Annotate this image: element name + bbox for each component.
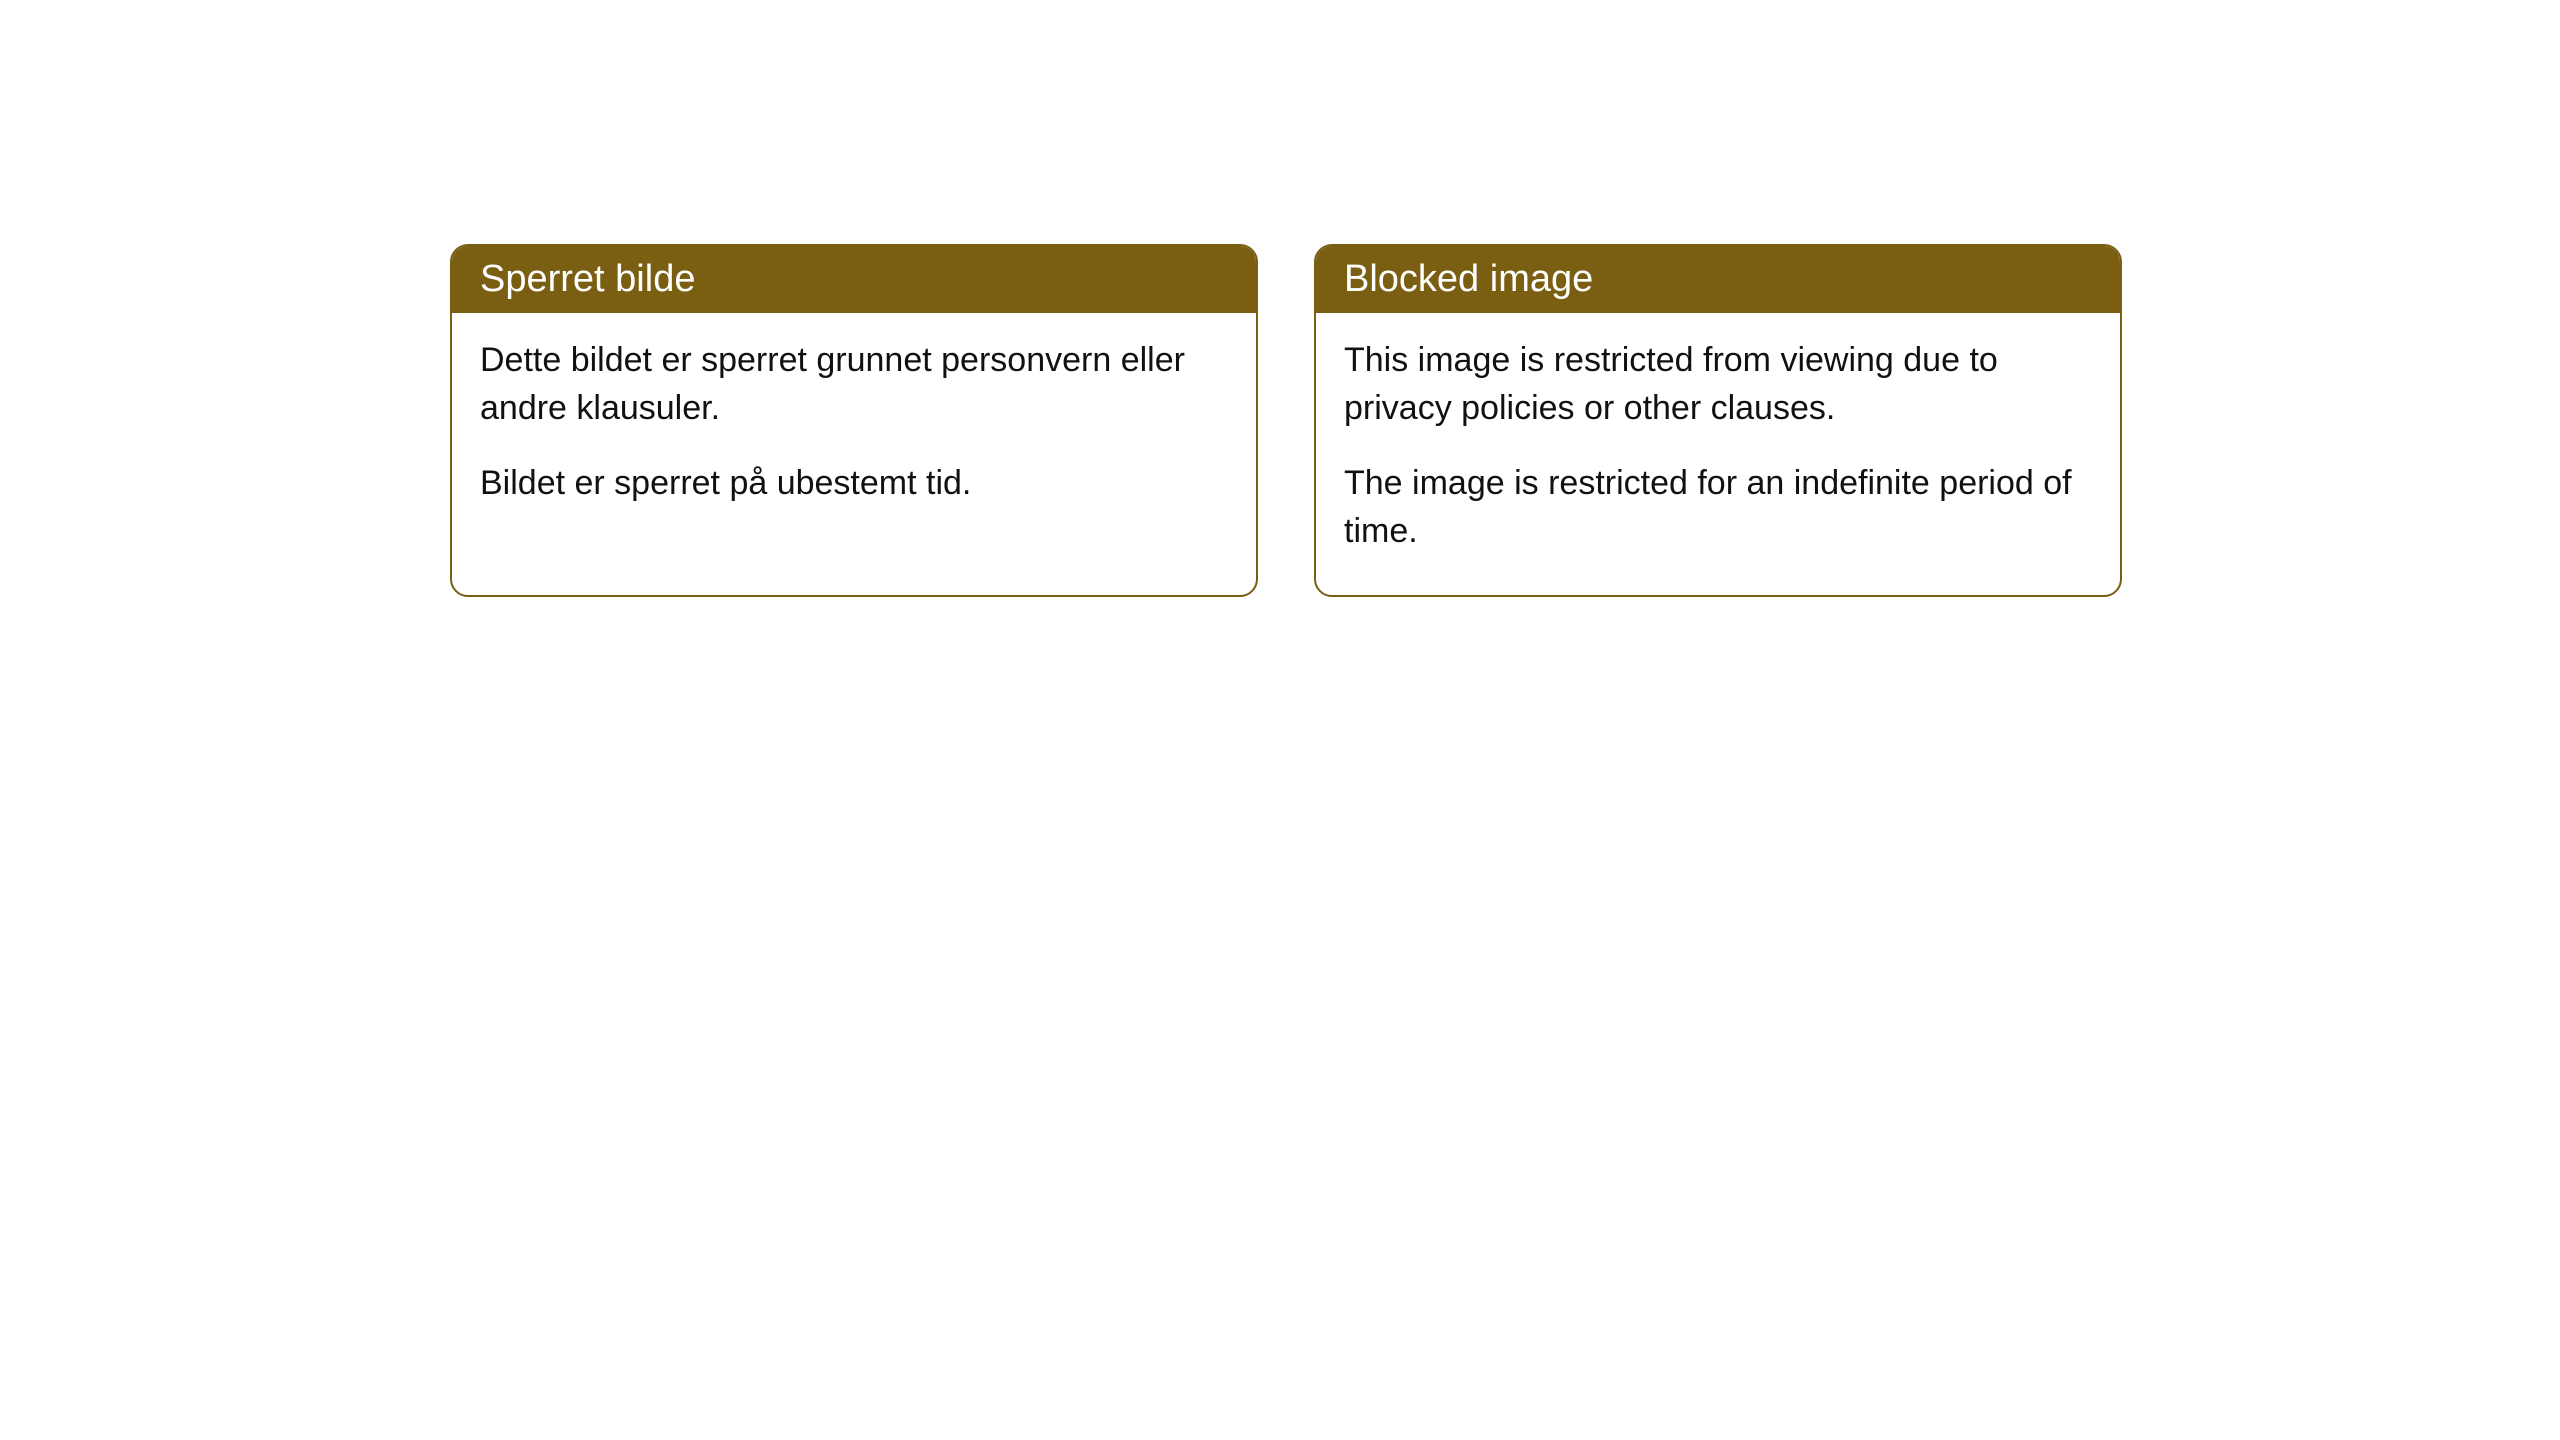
card-title: Blocked image [1344,258,1593,300]
blocked-image-card-english: Blocked image This image is restricted f… [1314,244,2122,597]
card-paragraph: Dette bildet er sperret grunnet personve… [480,337,1228,432]
card-title: Sperret bilde [480,258,695,300]
card-paragraph: This image is restricted from viewing du… [1344,337,2092,432]
card-paragraph: Bildet er sperret på ubestemt tid. [480,460,1228,508]
card-paragraph: The image is restricted for an indefinit… [1344,460,2092,555]
card-header: Sperret bilde [452,246,1256,313]
card-body: Dette bildet er sperret grunnet personve… [452,313,1256,548]
cards-container: Sperret bilde Dette bildet er sperret gr… [450,244,2122,597]
card-body: This image is restricted from viewing du… [1316,313,2120,595]
blocked-image-card-norwegian: Sperret bilde Dette bildet er sperret gr… [450,244,1258,597]
card-header: Blocked image [1316,246,2120,313]
